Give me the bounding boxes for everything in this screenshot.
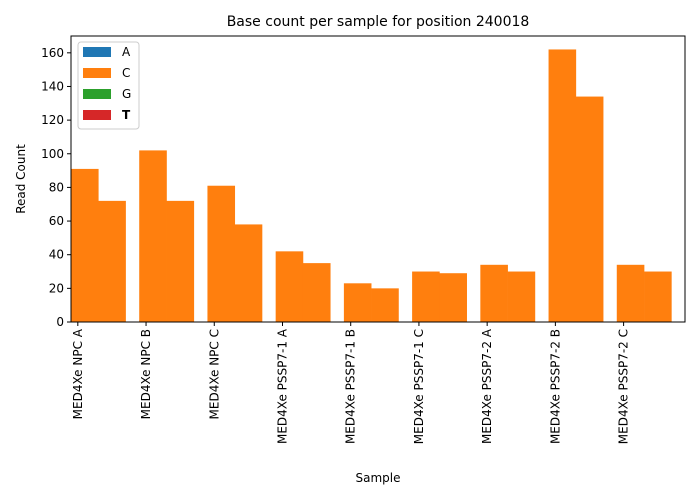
legend-label-t: T: [122, 108, 131, 122]
bar-c-8-1: [644, 271, 672, 322]
bar-c-5-0: [412, 271, 440, 322]
x-tick-label: MED4Xe NPC B: [139, 329, 153, 419]
y-axis: 0 20 40 60 80 100 120 140 160: [41, 46, 71, 329]
y-tick-label: 80: [49, 180, 64, 194]
legend-label-a: A: [122, 45, 131, 59]
bar-c-4-0: [343, 283, 372, 322]
y-tick-label: 100: [41, 147, 64, 161]
y-tick-label: 120: [41, 113, 64, 127]
y-tick-label: 40: [49, 248, 64, 262]
y-tick-label: 60: [49, 214, 64, 228]
y-tick-label: 20: [49, 281, 64, 295]
x-tick-label: MED4Xe NPC C: [207, 329, 221, 419]
bar-c-7-0: [548, 49, 577, 322]
bar-c-5-1: [439, 273, 467, 322]
x-tick-label: MED4Xe PSSP7-1 B: [344, 329, 358, 444]
bar-c-3-0: [275, 251, 304, 322]
legend-swatch-c: [83, 68, 111, 78]
bar-c-3-1: [302, 263, 331, 322]
y-tick-label: 140: [41, 79, 64, 93]
chart-title: Base count per sample for position 24001…: [227, 14, 530, 30]
y-tick-label: 160: [41, 46, 64, 60]
bar-c-0-1: [98, 200, 126, 322]
x-tick-label: MED4Xe PSSP7-1 A: [275, 328, 289, 444]
x-tick-label: MED4Xe PSSP7-2 C: [617, 329, 631, 444]
x-tick-label: MED4Xe PSSP7-2 A: [480, 328, 494, 444]
bar-c-2-1: [234, 224, 263, 322]
y-axis-label: Read Count: [14, 144, 28, 214]
bar-c-2-0: [207, 185, 236, 322]
bar-c-1-0: [139, 150, 167, 322]
y-tick-label: 0: [56, 315, 64, 329]
bar-c-8-0: [616, 264, 645, 322]
legend-swatch-a: [83, 47, 111, 57]
bars-layer: [71, 49, 672, 323]
legend-swatch-t: [83, 110, 111, 120]
bar-c-7-1: [575, 96, 604, 323]
plot-frame: [70, 35, 686, 323]
bar-c-0-0: [71, 168, 99, 322]
x-tick-label: MED4Xe PSSP7-2 B: [548, 329, 562, 444]
legend-swatch-g: [83, 89, 111, 99]
legend-frame: [77, 41, 140, 130]
bar-c-6-0: [480, 264, 508, 322]
x-axis-label: Sample: [356, 471, 401, 485]
legend-label-c: C: [122, 66, 130, 80]
bar-c-4-1: [371, 288, 399, 322]
x-axis: MED4Xe NPC A MED4Xe NPC B MED4Xe NPC C MED4…: [71, 322, 631, 444]
x-tick-label: MED4Xe NPC A: [71, 328, 85, 419]
bar-c-1-1: [166, 200, 195, 322]
bar-c-6-1: [507, 271, 536, 322]
x-tick-label: MED4Xe PSSP7-1 C: [412, 329, 426, 444]
legend-label-g: G: [122, 87, 131, 101]
